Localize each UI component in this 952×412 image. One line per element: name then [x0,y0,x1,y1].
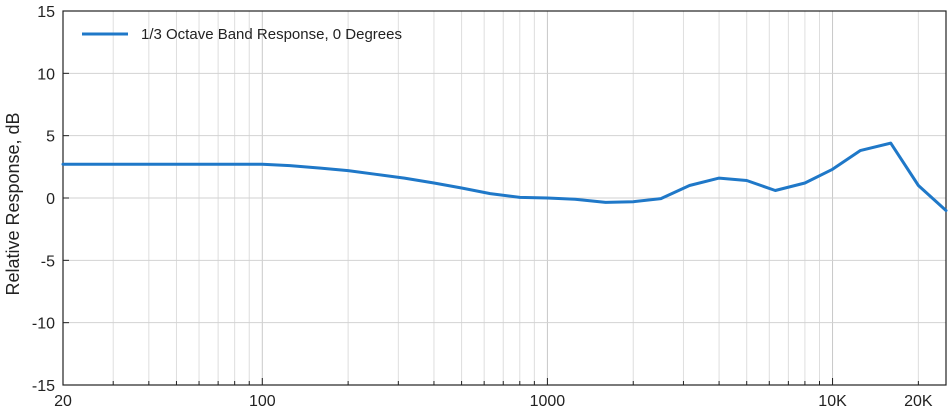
grid [63,11,946,385]
series-layer [61,141,948,212]
y-tick-label: -10 [32,316,55,333]
x-tick-label: 20 [54,393,72,410]
legend-label: 1/3 Octave Band Response, 0 Degrees [141,26,402,43]
x-tick-labels: 20 100 1000 10K 20K [54,393,933,410]
plot-frame [62,10,947,386]
y-tick-label: 0 [46,191,55,208]
y-axis-label: Relative Response, dB [3,112,23,295]
legend: 1/3 Octave Band Response, 0 Degrees [82,26,402,43]
series-line [61,141,948,212]
x-tick-label: 20K [904,393,933,410]
y-tick-label: -15 [32,378,55,395]
y-tick-label: 15 [37,4,55,21]
y-tick-label: 10 [37,66,55,83]
x-tick-label: 10K [818,393,847,410]
y-tick-label: 5 [46,129,55,146]
x-tick-label: 1000 [530,393,566,410]
y-tick-label: -5 [41,253,55,270]
y-tick-labels: 15 10 5 0 -5 -10 -15 [32,4,55,395]
x-tick-label: 100 [249,393,276,410]
axis-ticks [63,10,919,386]
